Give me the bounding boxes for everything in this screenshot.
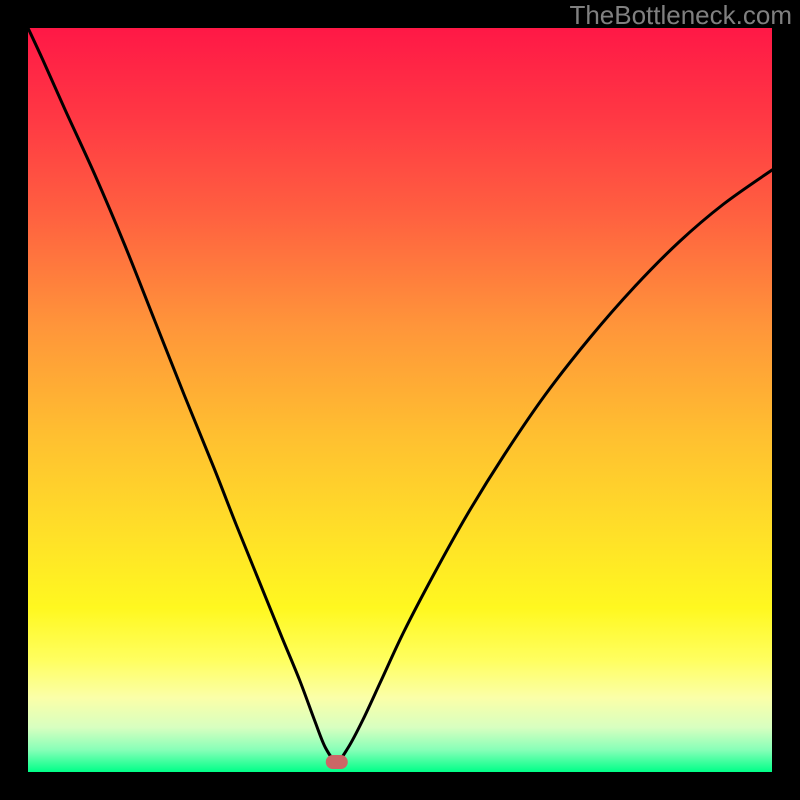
minimum-marker [326,755,348,769]
plot-background-gradient [28,28,772,772]
bottleneck-chart: TheBottleneck.com [0,0,800,800]
watermark-text: TheBottleneck.com [569,0,792,30]
